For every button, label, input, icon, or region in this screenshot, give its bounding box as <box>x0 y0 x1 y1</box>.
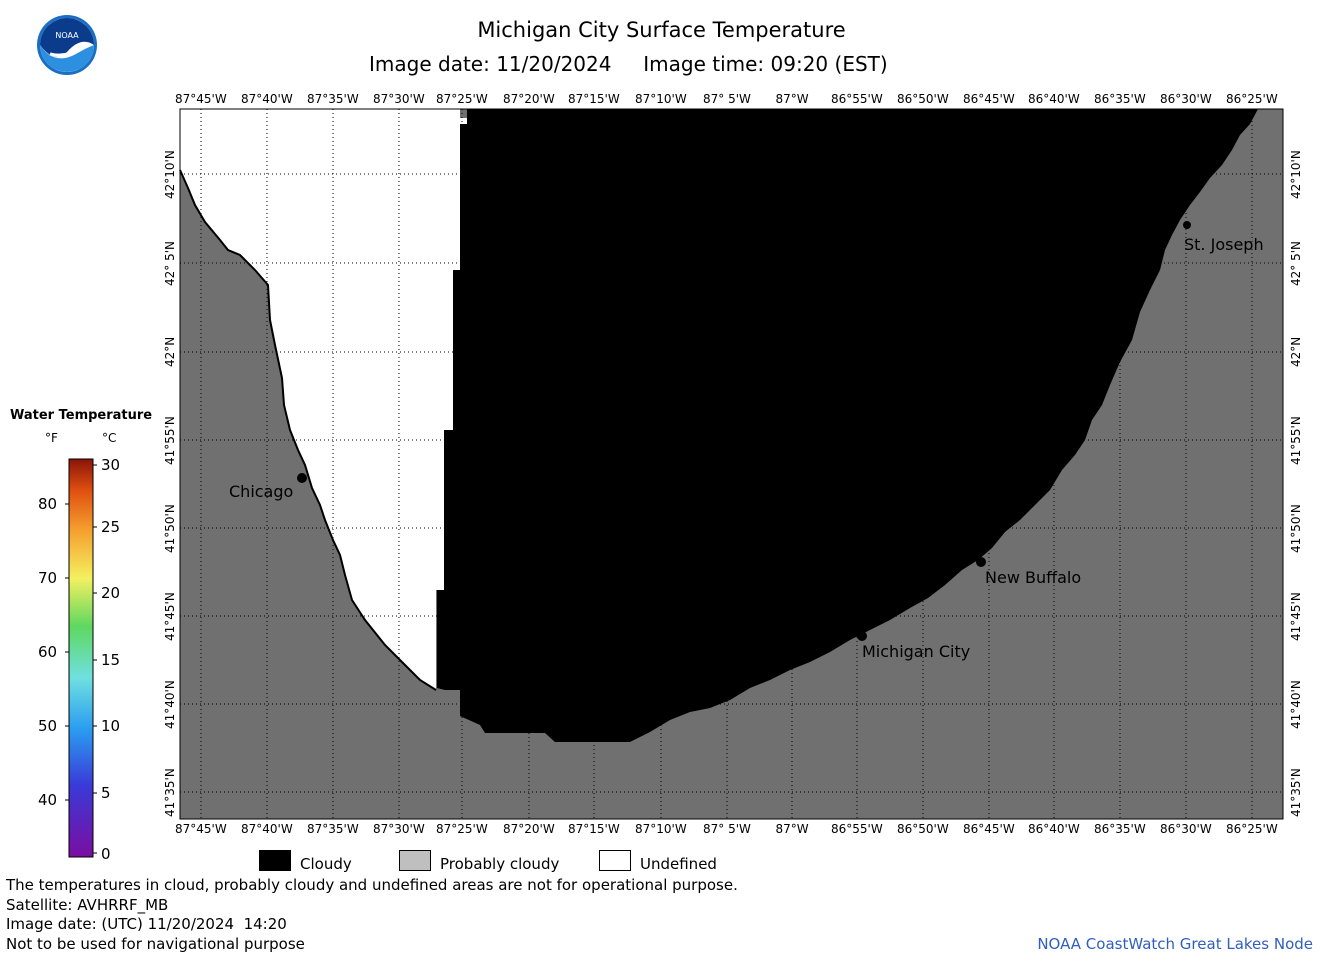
place-label-new-buffalo: New Buffalo <box>985 568 1082 587</box>
longitude-label-top: 87°30'W <box>373 92 425 106</box>
latitude-label-right: 41°50'N <box>1289 503 1303 553</box>
undefined-region <box>180 109 467 690</box>
longitude-label-top: 86°40'W <box>1028 92 1080 106</box>
longitude-label-bottom: 87° 5'W <box>703 822 751 836</box>
latitude-label-left: 42° 5'N <box>163 240 177 286</box>
longitude-label-bottom: 87°15'W <box>568 822 620 836</box>
c-label-10: 10 <box>101 717 121 735</box>
latitude-label-left: 41°45'N <box>163 591 177 641</box>
longitude-label-top: 86°55'W <box>831 92 883 106</box>
longitude-label-bottom: 87°45'W <box>175 822 227 836</box>
cloudy-swatch <box>259 850 291 871</box>
longitude-label-top: 86°45'W <box>963 92 1015 106</box>
noaa-logo: NOAA <box>37 15 97 75</box>
longitude-label-top: 87°35'W <box>307 92 359 106</box>
west-coastline <box>179 169 437 691</box>
temperature-colorbar <box>65 458 97 858</box>
longitude-label-top: 87°W <box>775 92 809 106</box>
longitude-label-top: 87°15'W <box>568 92 620 106</box>
operational-note: The temperatures in cloud, probably clou… <box>6 876 738 894</box>
c-label-20: 20 <box>101 584 121 602</box>
place-label-michigan-city: Michigan City <box>862 642 971 661</box>
longitude-label-top: 86°35'W <box>1094 92 1146 106</box>
longitude-label-top: 86°30'W <box>1160 92 1212 106</box>
credit-link[interactable]: NOAA CoastWatch Great Lakes Node <box>1037 935 1313 953</box>
f-label-50: 50 <box>38 717 58 735</box>
latitude-label-right: 42° 5'N <box>1289 240 1303 286</box>
longitude-label-bottom: 87°35'W <box>307 822 359 836</box>
longitude-label-bottom: 87°10'W <box>635 822 687 836</box>
longitude-label-bottom: 86°50'W <box>897 822 949 836</box>
longitude-label-top: 87° 5'W <box>703 92 751 106</box>
undefined-label: Undefined <box>640 855 717 873</box>
longitude-label-top: 86°50'W <box>897 92 949 106</box>
f-label-70: 70 <box>38 569 58 587</box>
latitude-label-left: 42°N <box>163 336 177 367</box>
longitude-label-bottom: 86°40'W <box>1028 822 1080 836</box>
longitude-label-bottom: 87°20'W <box>503 822 555 836</box>
latitude-label-left: 41°40'N <box>163 679 177 729</box>
place-label-st-joseph: St. Joseph <box>1184 235 1264 254</box>
longitude-label-bottom: 86°35'W <box>1094 822 1146 836</box>
longitude-label-top: 87°10'W <box>635 92 687 106</box>
longitude-label-bottom: 87°25'W <box>436 822 488 836</box>
latitude-label-left: 41°35'N <box>163 767 177 817</box>
image-date-time: Image date: 11/20/2024 Image time: 09:20… <box>369 52 888 76</box>
satellite-info: Satellite: AVHRRF_MB <box>6 896 169 914</box>
longitude-label-top: 87°40'W <box>241 92 293 106</box>
svg-text:NOAA: NOAA <box>55 31 79 40</box>
latitude-label-right: 41°40'N <box>1289 679 1303 729</box>
longitude-label-bottom: 86°30'W <box>1160 822 1212 836</box>
latitude-label-right: 41°55'N <box>1289 415 1303 465</box>
st-joseph-marker <box>1183 221 1191 229</box>
latitude-label-left: 42°10'N <box>163 149 177 199</box>
utc-date: Image date: (UTC) 11/20/2024 14:20 <box>6 915 287 933</box>
navigation-note: Not to be used for navigational purpose <box>6 935 305 953</box>
legend-title: Water Temperature <box>10 408 153 423</box>
f-label-80: 80 <box>38 495 58 513</box>
longitude-label-bottom: 86°55'W <box>831 822 883 836</box>
latitude-label-right: 41°35'N <box>1289 767 1303 817</box>
c-label-25: 25 <box>101 518 121 536</box>
probably-cloudy-label: Probably cloudy <box>440 855 560 873</box>
c-label-5: 5 <box>101 784 111 802</box>
latitude-label-right: 41°45'N <box>1289 591 1303 641</box>
longitude-label-top: 86°25'W <box>1226 92 1278 106</box>
michigan-city-marker <box>857 631 867 641</box>
unit-celsius: °C <box>102 431 117 445</box>
c-label-30: 30 <box>101 456 121 474</box>
latitude-label-left: 41°50'N <box>163 503 177 553</box>
longitude-label-bottom: 87°30'W <box>373 822 425 836</box>
map-border <box>179 108 1284 820</box>
longitude-label-bottom: 86°25'W <box>1226 822 1278 836</box>
longitude-label-top: 87°20'W <box>503 92 555 106</box>
unit-fahrenheit: °F <box>45 431 58 445</box>
map-title: Michigan City Surface Temperature <box>477 18 846 42</box>
probably-cloudy-swatch <box>399 850 431 871</box>
c-label-15: 15 <box>101 651 121 669</box>
longitude-label-top: 87°25'W <box>436 92 488 106</box>
f-label-40: 40 <box>38 791 58 809</box>
latitude-label-right: 42°10'N <box>1289 149 1303 199</box>
latitude-label-left: 41°55'N <box>163 415 177 465</box>
c-label-0: 0 <box>101 845 111 863</box>
place-label-chicago: Chicago <box>229 482 294 501</box>
cloudy-region <box>437 109 1258 742</box>
longitude-label-top: 87°45'W <box>175 92 227 106</box>
undefined-swatch <box>599 850 631 871</box>
cloudy-label: Cloudy <box>300 855 352 873</box>
chicago-marker <box>297 473 307 483</box>
longitude-label-bottom: 87°40'W <box>241 822 293 836</box>
longitude-label-bottom: 86°45'W <box>963 822 1015 836</box>
latitude-label-right: 42°N <box>1289 336 1303 367</box>
f-label-60: 60 <box>38 643 58 661</box>
longitude-label-bottom: 87°W <box>775 822 809 836</box>
new-buffalo-marker <box>976 557 986 567</box>
